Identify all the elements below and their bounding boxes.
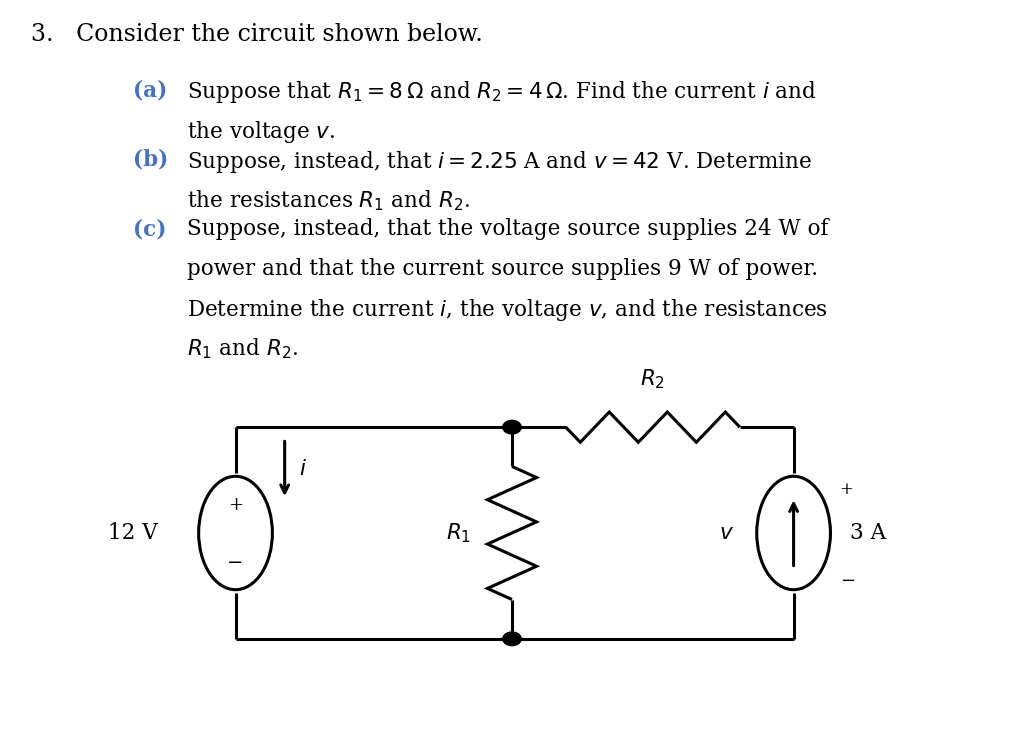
Text: (a): (a) [133,79,167,101]
Text: $R_1$ and $R_2$.: $R_1$ and $R_2$. [187,336,298,361]
Text: power and that the current source supplies 9 W of power.: power and that the current source suppli… [187,258,818,280]
Text: 3 A: 3 A [850,522,886,544]
Text: (b): (b) [133,149,168,171]
Text: Suppose, instead, that $i = 2.25$ A and $v = 42$ V. Determine: Suppose, instead, that $i = 2.25$ A and … [187,149,812,175]
Text: +: + [228,496,243,514]
Text: 3.   Consider the circuit shown below.: 3. Consider the circuit shown below. [31,23,482,45]
Text: −: − [227,554,244,572]
Circle shape [503,420,521,434]
Text: the voltage $v$.: the voltage $v$. [187,119,336,144]
Text: Suppose, instead, that the voltage source supplies 24 W of: Suppose, instead, that the voltage sourc… [187,218,828,240]
Text: −: − [840,572,855,590]
Text: Suppose that $R_1 = 8\,\Omega$ and $R_2 = 4\,\Omega$. Find the current $i$ and: Suppose that $R_1 = 8\,\Omega$ and $R_2 … [187,79,817,105]
Text: $R_1$: $R_1$ [446,521,471,545]
Text: Determine the current $i$, the voltage $v$, and the resistances: Determine the current $i$, the voltage $… [187,297,828,323]
Text: $i$: $i$ [299,457,307,480]
Text: 12 V: 12 V [109,522,158,544]
Text: +: + [840,481,854,497]
Text: the resistances $R_1$ and $R_2$.: the resistances $R_1$ and $R_2$. [187,188,470,213]
Circle shape [503,632,521,646]
Text: $R_2$: $R_2$ [640,367,666,391]
Text: $v$: $v$ [719,522,734,544]
Text: (c): (c) [133,218,167,240]
